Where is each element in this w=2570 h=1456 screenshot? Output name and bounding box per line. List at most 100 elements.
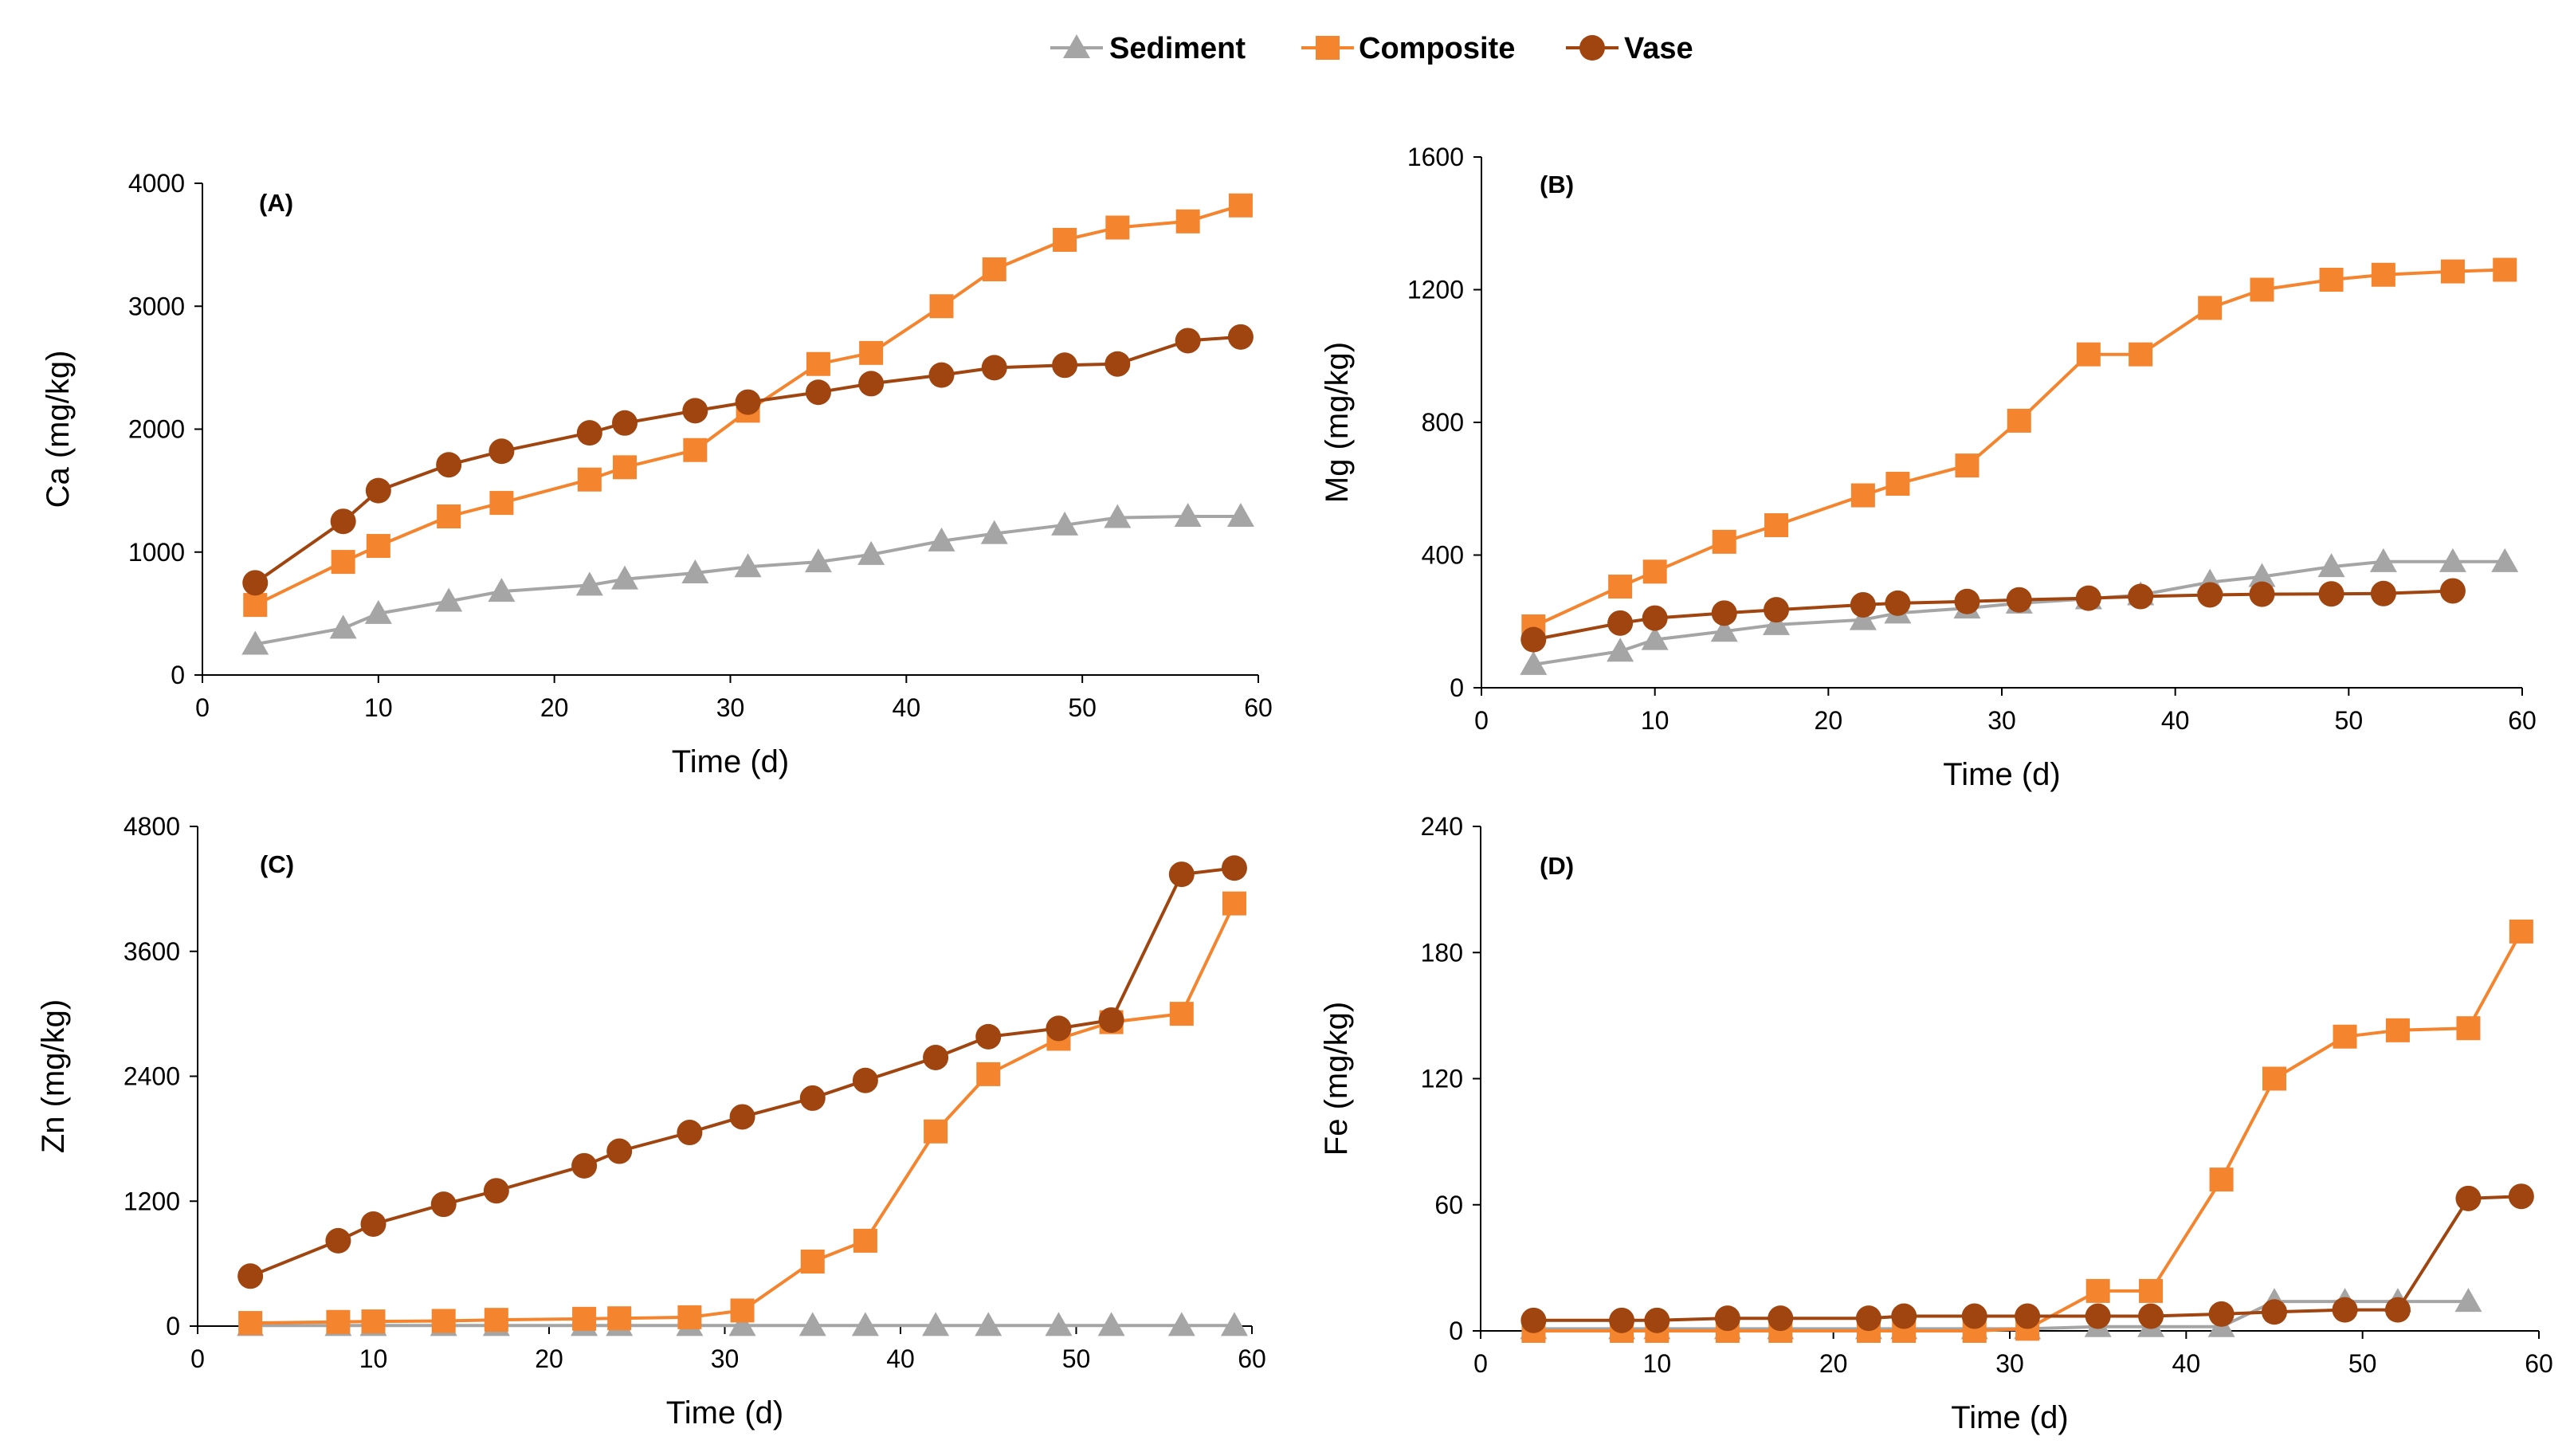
panel-c-y-tick-label: 1200: [124, 1187, 180, 1215]
panel-a-point-composite: [929, 294, 954, 319]
panel-a-label: (A): [259, 189, 293, 217]
legend-label-composite: Composite: [1359, 32, 1515, 65]
panel-c-point-vase: [1221, 855, 1247, 881]
panel-c-point-composite: [976, 1062, 1001, 1086]
panel-d-point-composite: [2209, 1168, 2234, 1192]
panel-b-point-composite: [2250, 277, 2274, 302]
panel-b-y-tick-label: 800: [1422, 408, 1464, 437]
panel-a-point-sediment: [575, 571, 603, 596]
panel-b-point-vase: [1711, 600, 1737, 626]
panel-b-point-vase: [1607, 610, 1634, 636]
panel-b-x-tick-label: 30: [1987, 706, 2016, 735]
panel-c-point-vase: [325, 1227, 351, 1254]
panel-d-x-tick-label: 30: [1995, 1349, 2024, 1378]
panel-a-y-tick-label: 0: [171, 661, 185, 689]
panel-a-point-composite: [366, 534, 390, 559]
legend-item-sediment: Sediment: [1050, 32, 1246, 65]
panel-c-point-composite: [853, 1228, 877, 1253]
legend-label-sediment: Sediment: [1109, 32, 1246, 65]
panel-c-y-tick-label: 4800: [124, 812, 180, 841]
panel-c-x-tick-label: 10: [359, 1344, 388, 1373]
panel-b-point-vase: [1520, 626, 1547, 653]
panel-c-point-composite: [730, 1298, 755, 1323]
panel-b-x-tick-label: 20: [1815, 706, 1843, 735]
panel-c-point-sediment: [1220, 1312, 1248, 1336]
panel-c-y-tick-label: 0: [166, 1312, 180, 1340]
panel-b-point-sediment: [2439, 547, 2466, 572]
panel-b-point-composite: [2371, 262, 2395, 287]
panel-c-point-composite: [484, 1308, 508, 1332]
panel-b-point-vase: [2439, 578, 2466, 604]
panel-d-x-tick-label: 60: [2525, 1349, 2553, 1378]
panel-c-point-composite: [431, 1309, 456, 1333]
panel-c-point-composite: [924, 1119, 948, 1144]
panel-c-point-vase: [606, 1138, 633, 1164]
panel-c-point-composite: [361, 1309, 386, 1334]
panel-a-point-composite: [1228, 193, 1253, 218]
panel-a-point-sediment: [804, 548, 832, 573]
panel-c-point-vase: [1168, 861, 1195, 888]
panel-d-x-tick-label: 40: [2172, 1349, 2201, 1378]
panel-b-series-vase: [1520, 578, 2466, 653]
panel-a-y-tick-label: 1000: [128, 538, 185, 567]
panel-a-point-composite: [331, 550, 355, 575]
panel-d-line-composite: [1533, 930, 2523, 1332]
panel-a-point-vase: [242, 570, 269, 596]
panel-b-y-tick-label: 1600: [1407, 143, 1464, 171]
panel-a-x-axis-title: Time (d): [672, 744, 789, 779]
panel-a-point-sediment: [611, 565, 638, 590]
panel-a-point-sediment: [1104, 504, 1132, 528]
panel-c: 0 1200 2400 3600 4800 0 10 20 30 40 50 60 Time (d) Zn…: [36, 812, 1266, 1430]
panel-a-point-sediment: [734, 553, 762, 578]
panel-a-x-tick-label: 60: [1244, 693, 1273, 722]
panel-c-point-composite: [677, 1305, 702, 1329]
panel-d-x-axis-title: Time (d): [1951, 1400, 2068, 1435]
panel-b-point-sediment: [2248, 563, 2276, 587]
panel-b-point-sediment: [1641, 626, 1669, 650]
panel-a-point-vase: [981, 355, 1007, 381]
panel-b-x-tick-label: 50: [2335, 706, 2364, 735]
panel-c-point-sediment: [851, 1312, 879, 1336]
panel-b-point-sediment: [1520, 650, 1548, 675]
panel-c-point-sediment: [798, 1312, 826, 1336]
panel-a-point-composite: [806, 351, 830, 376]
panel-b-point-vase: [2197, 582, 2223, 608]
panel-d-point-vase: [2332, 1297, 2358, 1323]
panel-d-point-vase: [2455, 1185, 2482, 1211]
panel-b-point-composite: [1642, 559, 1667, 584]
panel-a-y-axis-title: Ca (mg/kg): [41, 351, 76, 508]
panel-c-x-tick-label: 50: [1062, 1344, 1091, 1373]
panel-c-point-vase: [1046, 1015, 1072, 1042]
panel-b-point-sediment: [1710, 618, 1738, 642]
panel-a-point-composite: [577, 467, 602, 492]
panel-a-series-sediment: [241, 503, 1254, 655]
panel-b-point-composite: [2198, 296, 2223, 320]
panel-d-point-sediment: [2454, 1288, 2482, 1313]
panel-b-point-sediment: [2369, 547, 2397, 572]
panel-b-point-sediment: [1849, 606, 1877, 630]
panel-c-x-tick-label: 30: [711, 1344, 740, 1373]
panel-d-point-vase: [1644, 1307, 1670, 1333]
panel-b-point-composite: [2076, 342, 2101, 367]
panel-b-point-vase: [1850, 591, 1876, 618]
panel-a-point-composite: [1175, 209, 1200, 234]
legend-marker-vase: [1579, 35, 1605, 61]
panel-b-point-vase: [1954, 588, 1980, 614]
panel-b-label: (B): [1540, 171, 1574, 198]
legend-item-composite: Composite: [1301, 32, 1515, 65]
panel-c-point-sediment: [975, 1312, 1002, 1336]
panel-b-point-composite: [2493, 257, 2517, 282]
panel-d-y-tick-label: 60: [1434, 1191, 1463, 1219]
panel-a-point-sediment: [488, 578, 516, 602]
panel-b-line-composite: [1532, 268, 2505, 628]
panel-c-point-composite: [1169, 1002, 1194, 1026]
panel-c-x-axis-title: Time (d): [666, 1395, 783, 1430]
panel-d-y-tick-label: 240: [1421, 812, 1463, 841]
panel-a: 0 1000 2000 3000 4000 0 10 20 30 40 50 60 Time (d) Ca…: [41, 169, 1273, 779]
panel-c-point-vase: [483, 1178, 509, 1204]
legend-label-vase: Vase: [1624, 32, 1693, 65]
panel-b-y-tick-label: 400: [1422, 541, 1464, 570]
panel-c-point-composite: [572, 1306, 597, 1331]
panel-a-point-vase: [365, 477, 391, 504]
